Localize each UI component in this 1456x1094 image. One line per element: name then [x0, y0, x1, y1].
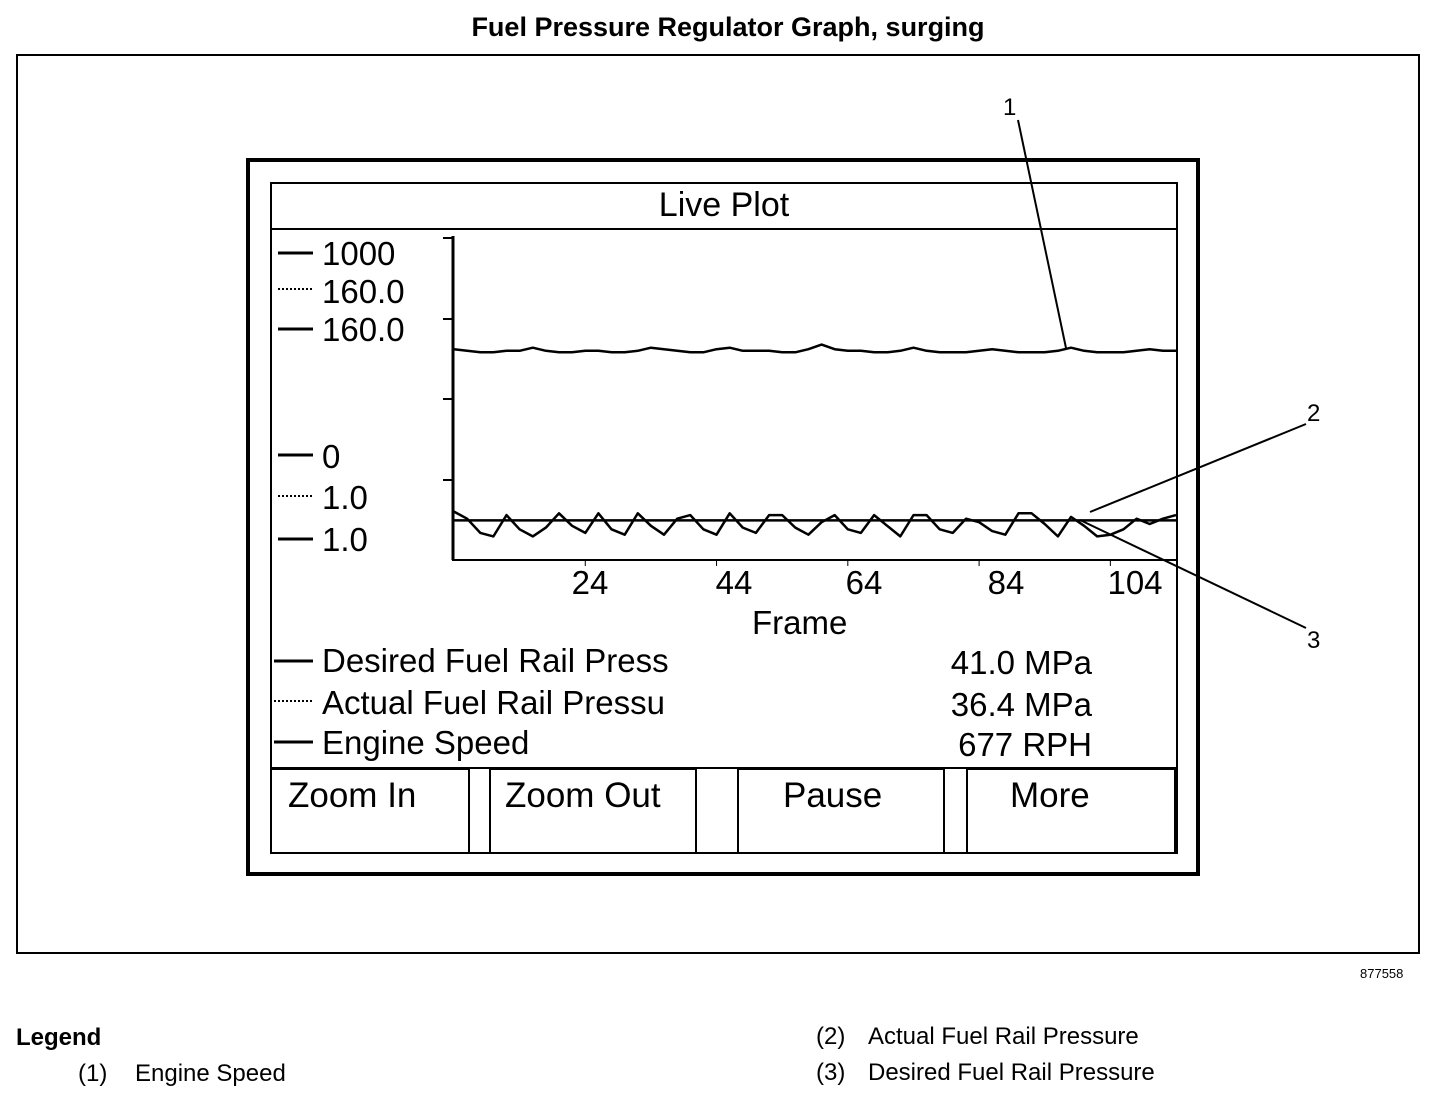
x-tick-label: 104 — [1107, 564, 1163, 601]
legend-item-3-num: (3) — [816, 1059, 846, 1086]
scan-tool-screen — [270, 182, 1178, 854]
callout-3-leader — [1079, 519, 1307, 629]
engine-speed-line — [453, 343, 1176, 354]
callout-2: 2 — [1307, 400, 1321, 427]
zoom-in-label: Zoom In — [288, 776, 417, 815]
figure-frame — [16, 54, 1420, 954]
actual-pressure-line — [453, 510, 1177, 538]
param-value-engine-speed: 677 RPH — [958, 726, 1092, 763]
scale-label-actual-pressure-max: 160.0 — [322, 273, 405, 310]
scale-label-desired-pressure-min: 1.0 — [322, 521, 368, 558]
scale-label-desired-pressure-max: 160.0 — [322, 311, 405, 348]
scale-label-engine-speed-min: 0 — [322, 438, 341, 475]
param-name-engine-speed: Engine Speed — [322, 724, 530, 761]
pause-label: Pause — [783, 776, 883, 815]
legend-item-1-label: Engine Speed — [135, 1060, 286, 1087]
series-layer — [453, 343, 1177, 566]
scale-label-engine-speed-max: 1000 — [322, 235, 396, 272]
legend-item-1-num: (1) — [78, 1060, 108, 1087]
legend-item-2-num: (2) — [816, 1023, 846, 1050]
figure-id: 877558 — [1360, 966, 1404, 981]
zoom-out-label: Zoom Out — [505, 776, 661, 815]
scan-tool-bezel — [246, 158, 1200, 876]
callout-3: 3 — [1307, 627, 1321, 654]
param-value-actual-pressure: 36.4 MPa — [950, 686, 1092, 723]
figure-title: Fuel Pressure Regulator Graph, surging — [471, 12, 985, 42]
zoom-out-button[interactable]: Zoom Out — [489, 768, 697, 854]
x-tick-label: 24 — [571, 564, 609, 601]
param-name-actual-pressure: Actual Fuel Rail Pressu — [322, 684, 665, 721]
callout-2-leader — [1089, 423, 1307, 513]
x-axis-label: Frame — [752, 604, 848, 641]
more-label: More — [1010, 776, 1090, 815]
callout-1-leader — [1017, 119, 1067, 349]
callout-1: 1 — [1003, 94, 1017, 121]
param-value-desired-pressure: 41.0 MPa — [950, 644, 1092, 681]
legend-heading: Legend — [16, 1024, 102, 1051]
legend-item-3-label: Desired Fuel Rail Pressure — [868, 1059, 1155, 1086]
x-tick-label: 84 — [987, 564, 1025, 601]
scale-label-actual-pressure-min: 1.0 — [322, 479, 368, 516]
screen-title: Live Plot — [658, 186, 790, 224]
legend-item-2-label: Actual Fuel Rail Pressure — [868, 1023, 1139, 1050]
x-tick-label: 64 — [845, 564, 883, 601]
x-tick-label: 44 — [715, 564, 753, 601]
title-divider — [272, 228, 1176, 230]
param-name-desired-pressure: Desired Fuel Rail Press — [322, 642, 669, 679]
